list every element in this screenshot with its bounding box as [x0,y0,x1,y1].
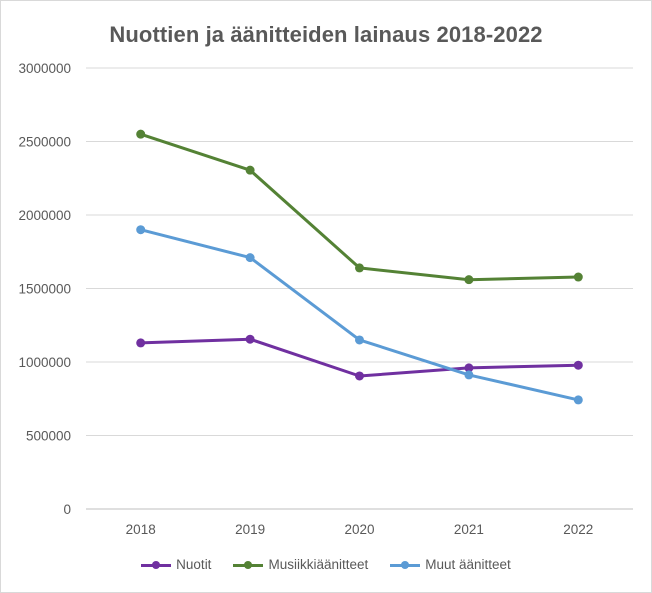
legend-label: Musiikkiäänitteet [268,557,369,572]
data-point [464,370,474,380]
legend-swatch [141,559,172,571]
data-point [355,263,364,273]
data-point [355,335,364,345]
data-point [573,395,583,405]
series-nuotit [136,334,583,381]
x-tick-label: 2021 [454,522,484,537]
x-tick-label: 2018 [126,522,156,537]
legend-swatch [233,559,264,571]
series-line [139,132,580,282]
gridlines [86,67,633,510]
legend-label: Nuotit [176,557,212,572]
legend-item: Musiikkiäänitteet [233,557,368,572]
data-point [136,129,146,139]
legend-item: Nuotit [141,557,211,572]
y-axis-tick-labels: 0 500000 1000000 1500000 2000000 2500000 30000… [18,61,71,517]
data-point [136,338,146,348]
legend: Nuotit Musiikkiäänitteet Muut äänitteet [1,557,651,572]
y-tick-label: 2000000 [18,208,71,223]
plot-area: 0 500000 1000000 1500000 2000000 2500000 30000… [18,61,633,537]
chart-title: Nuottien ja äänitteiden lainaus 2018-202… [109,22,543,47]
data-point [355,371,364,381]
x-tick-label: 2020 [344,522,374,537]
x-tick-label: 2019 [235,522,265,537]
data-point [245,165,255,175]
data-point [573,360,583,370]
legend-swatch [390,559,421,571]
series-musiikkiäänitteet [136,129,583,285]
y-tick-label: 3000000 [18,61,71,76]
x-axis-tick-labels: 2018 2019 2020 2021 2022 [126,522,594,537]
series-line [139,337,580,378]
series-lines [136,129,583,405]
y-tick-label: 2500000 [18,135,71,150]
y-tick-label: 1500000 [18,282,71,297]
y-tick-label: 1000000 [18,355,71,370]
data-point [245,334,255,344]
legend-item: Muut äänitteet [390,557,511,572]
data-point [464,363,474,373]
data-point [573,272,583,282]
data-point [136,225,146,235]
data-point [245,253,255,263]
data-point [464,275,474,285]
legend-label: Muut äänitteet [425,557,511,572]
y-tick-label: 500000 [26,429,71,444]
y-tick-label: 0 [63,502,71,517]
x-tick-label: 2022 [563,522,593,537]
series-muut-äänitteet [136,225,583,405]
